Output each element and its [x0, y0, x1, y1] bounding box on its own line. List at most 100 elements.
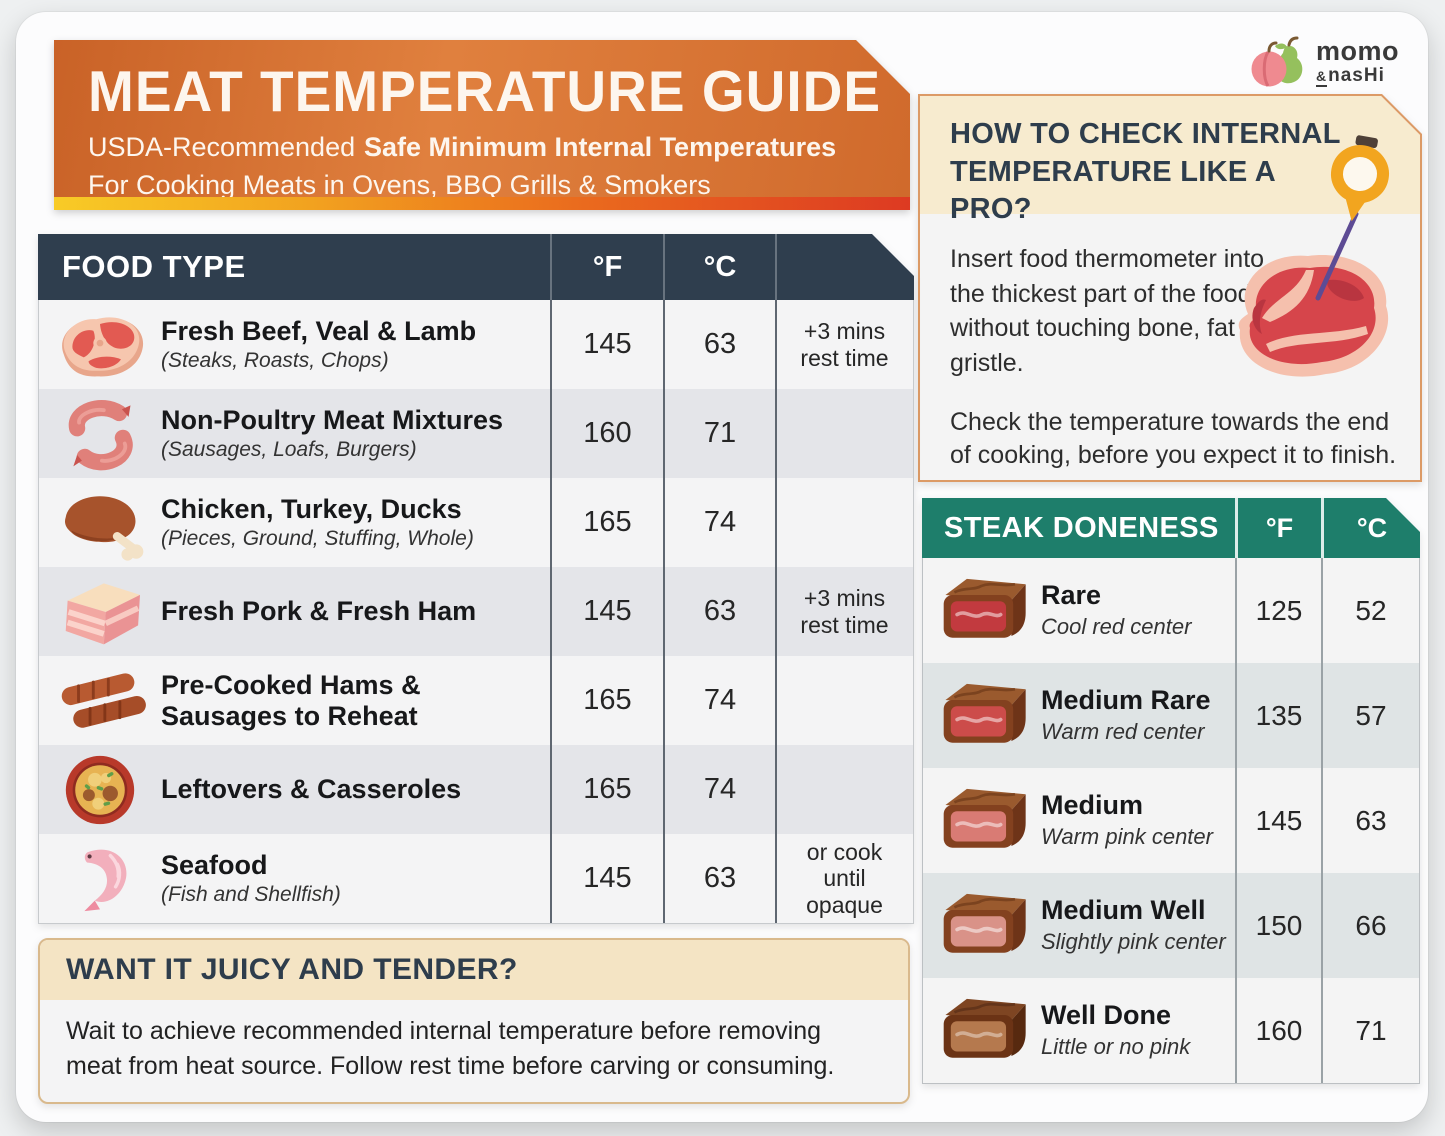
main-table-header: FOOD TYPE °F °C: [38, 234, 914, 300]
table-row-meat-mixtures: Non-Poultry Meat Mixtures (Sausages, Loa…: [39, 389, 913, 478]
table-row-precooked: Pre-Cooked Hams & Sausages to Reheat 165…: [39, 656, 913, 745]
steak-cube-icon: [923, 991, 1041, 1071]
page-subtitle-line2: For Cooking Meats in Ovens, BBQ Grills &…: [88, 170, 711, 201]
doneness-row-medium-rare: Medium Rare Warm red center 135 57: [923, 663, 1419, 768]
header-banner-background: MEAT TEMPERATURE GUIDE USDA-Recommended S…: [54, 40, 910, 197]
main-table: FOOD TYPE °F °C: [38, 234, 914, 924]
rest-time-note: [775, 656, 912, 745]
doneness-row-medium-well: Medium Well Slightly pink center 150 66: [923, 873, 1419, 978]
how-to-panel: HOW TO CHECK INTERNAL TEMPERATURE LIKE A…: [918, 94, 1422, 482]
temp-c-value: 63: [663, 567, 775, 656]
temp-c-value: 71: [1321, 978, 1419, 1083]
food-name: Non-Poultry Meat Mixtures: [161, 404, 504, 435]
how-to-panel-header: [920, 96, 1420, 214]
pork-icon: [39, 572, 161, 652]
temp-c-value: 63: [663, 300, 775, 389]
doneness-subtext: Cool red center: [1041, 613, 1192, 639]
steak-cube-icon: [923, 886, 1041, 966]
how-to-paragraph-2: Check the temperature towards the end of…: [950, 408, 1397, 469]
food-subtext: (Pieces, Ground, Stuffing, Whole): [161, 527, 474, 551]
temp-f-value: 145: [550, 567, 663, 656]
brand-logo: momo &nasHi: [1248, 28, 1424, 94]
food-subtext: (Sausages, Loafs, Burgers): [161, 438, 417, 462]
temp-f-value: 160: [1235, 978, 1321, 1083]
food-name: Seafood: [161, 849, 268, 880]
temp-c-value: 74: [663, 745, 775, 834]
temp-c-value: 63: [1321, 768, 1419, 873]
food-name: Fresh Pork & Fresh Ham: [161, 596, 477, 627]
steak-cube-icon: [923, 571, 1041, 651]
how-to-paragraph-1: Insert food thermometer into the thickes…: [950, 245, 1265, 377]
thermometer-in-steak-illustration: [1238, 135, 1389, 377]
how-to-title: HOW TO CHECK INTERNAL TEMPERATURE LIKE A…: [950, 118, 1341, 226]
subtitle-bold: Safe Minimum Internal Temperatures: [364, 132, 837, 163]
page-title: MEAT TEMPERATURE GUIDE: [88, 58, 882, 124]
column-header-celsius: °C: [663, 234, 775, 300]
temp-c-value: 74: [663, 478, 775, 567]
doneness-subtext: Warm red center: [1041, 718, 1205, 744]
peach-and-pear-icon: [1251, 36, 1303, 87]
column-header-notes: [775, 234, 914, 300]
doneness-name: Medium: [1041, 790, 1144, 821]
rest-time-note: [775, 478, 912, 567]
column-header-fahrenheit: °F: [1235, 498, 1321, 558]
doneness-subtext: Slightly pink center: [1041, 928, 1226, 954]
header-gradient-stripe: [54, 197, 910, 210]
doneness-name: Well Done: [1041, 1000, 1172, 1031]
rest-time-note: [775, 389, 912, 478]
temp-c-value: 63: [663, 834, 775, 923]
temp-f-value: 165: [550, 745, 663, 834]
brand-word-nashi: &nasHi: [1316, 64, 1385, 87]
temp-f-value: 145: [1235, 768, 1321, 873]
steak-doneness-header: STEAK DONENESS °F °C: [922, 498, 1420, 558]
food-name: Leftovers & Casseroles: [161, 774, 462, 805]
table-row-beef: Fresh Beef, Veal & Lamb (Steaks, Roasts,…: [39, 300, 913, 389]
doneness-name: Rare: [1041, 580, 1102, 611]
steak-illustration-icon: [1238, 255, 1389, 377]
rest-time-note: +3 mins rest time: [775, 567, 912, 656]
thermometer-probe: [1315, 211, 1359, 301]
table-row-leftovers: Leftovers & Casseroles 165 74: [39, 745, 913, 834]
header-banner: MEAT TEMPERATURE GUIDE USDA-Recommended S…: [54, 40, 910, 210]
food-subtext: (Fish and Shellfish): [161, 883, 341, 907]
temp-c-value: 52: [1321, 558, 1419, 663]
doneness-name: Medium Rare: [1041, 685, 1211, 716]
steak-cube-icon: [923, 676, 1041, 756]
food-name: Chicken, Turkey, Ducks: [161, 493, 462, 524]
doneness-row-medium: Medium Warm pink center 145 63: [923, 768, 1419, 873]
column-header-food-type: FOOD TYPE: [62, 249, 246, 284]
poster-card: MEAT TEMPERATURE GUIDE USDA-Recommended S…: [16, 12, 1428, 1122]
juicy-panel-header: WANT IT JUICY AND TENDER?: [40, 940, 908, 1000]
page-subtitle: USDA-Recommended Safe Minimum Internal Te…: [88, 132, 910, 163]
main-table-body: Fresh Beef, Veal & Lamb (Steaks, Roasts,…: [38, 300, 914, 924]
temp-f-value: 145: [550, 300, 663, 389]
temp-c-value: 74: [663, 656, 775, 745]
brand-ampersand: &: [1316, 67, 1328, 87]
temp-c-value: 71: [663, 389, 775, 478]
temp-f-value: 160: [550, 389, 663, 478]
shrimp-icon: [39, 840, 161, 918]
rest-time-note: [775, 745, 912, 834]
subtitle-regular: USDA-Recommended: [88, 132, 356, 163]
temp-f-value: 150: [1235, 873, 1321, 978]
doneness-name: Medium Well: [1041, 895, 1206, 926]
rest-time-note: +3 mins rest time: [775, 300, 912, 389]
steak-doneness-table: STEAK DONENESS °F °C: [922, 498, 1420, 1084]
temp-f-value: 135: [1235, 663, 1321, 768]
thermometer-icon: [1331, 135, 1389, 222]
juicy-body-text: Wait to achieve recommended internal tem…: [66, 1017, 835, 1080]
table-row-poultry: Chicken, Turkey, Ducks (Pieces, Ground, …: [39, 478, 913, 567]
steak-cube-icon: [923, 781, 1041, 861]
juicy-title: WANT IT JUICY AND TENDER?: [66, 953, 518, 986]
food-name: Fresh Beef, Veal & Lamb: [161, 315, 477, 346]
doneness-subtext: Warm pink center: [1041, 823, 1213, 849]
table-row-pork: Fresh Pork & Fresh Ham 145 63 +3 mins re…: [39, 567, 913, 656]
drumstick-icon: [39, 483, 161, 563]
rest-time-note: or cook until opaque: [775, 834, 912, 923]
temp-c-value: 57: [1321, 663, 1419, 768]
sausage-links-icon: [39, 394, 161, 474]
column-header-fahrenheit: °F: [550, 234, 663, 300]
steak-doneness-body: Rare Cool red center 125 52: [922, 558, 1420, 1084]
brand-word-momo: momo: [1316, 35, 1399, 66]
